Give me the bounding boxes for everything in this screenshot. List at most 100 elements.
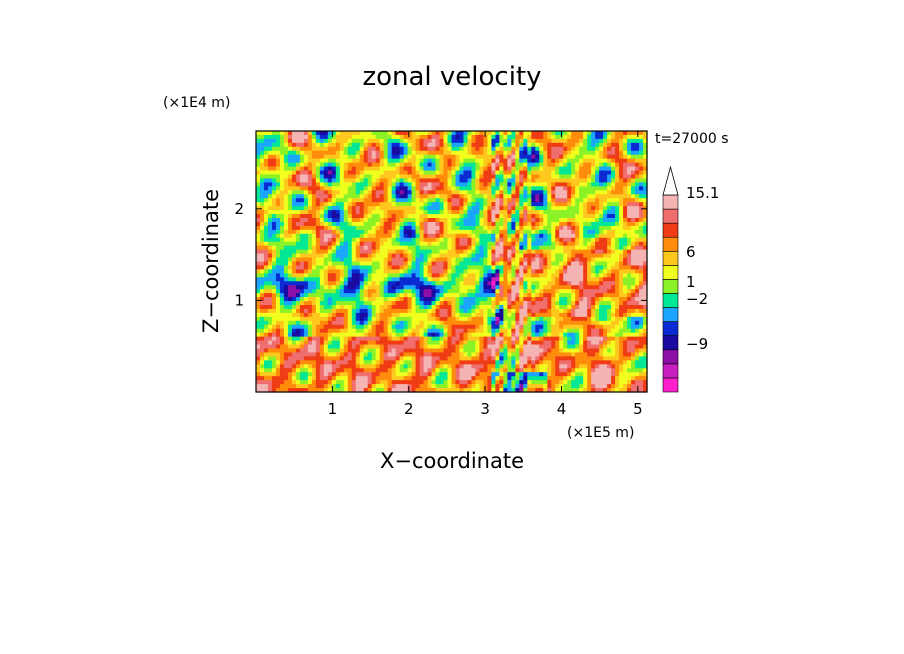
field-cell bbox=[447, 265, 453, 270]
field-cell bbox=[307, 249, 313, 255]
field-cell bbox=[435, 245, 441, 251]
field-cell bbox=[575, 320, 580, 326]
field-cell bbox=[351, 138, 357, 144]
field-cell bbox=[455, 233, 461, 239]
field-cell bbox=[463, 206, 469, 211]
field-cell bbox=[339, 316, 345, 322]
field-cell bbox=[583, 233, 588, 239]
field-cell bbox=[327, 308, 333, 314]
field-cell bbox=[627, 206, 632, 211]
field-cell bbox=[631, 170, 636, 176]
field-cell bbox=[547, 253, 552, 259]
field-cell bbox=[379, 142, 385, 148]
field-cell bbox=[571, 249, 576, 255]
field-cell bbox=[607, 265, 612, 270]
field-cell bbox=[463, 312, 469, 318]
field-cell bbox=[427, 131, 433, 136]
field-cell bbox=[587, 166, 592, 172]
field-cell bbox=[323, 328, 329, 334]
field-cell bbox=[555, 320, 560, 326]
field-cell bbox=[503, 194, 508, 199]
field-cell bbox=[375, 210, 381, 215]
field-cell bbox=[547, 289, 552, 294]
field-cell bbox=[455, 146, 461, 152]
field-cell bbox=[599, 202, 604, 207]
field-cell bbox=[303, 301, 309, 306]
field-cell bbox=[263, 281, 269, 286]
field-cell bbox=[435, 142, 441, 148]
field-cell bbox=[535, 221, 540, 227]
field-cell bbox=[327, 312, 333, 318]
field-cell bbox=[595, 261, 600, 267]
field-cell bbox=[475, 301, 481, 306]
field-cell bbox=[423, 225, 429, 231]
field-cell bbox=[551, 269, 556, 274]
field-cell bbox=[327, 297, 333, 302]
field-cell bbox=[563, 269, 568, 274]
field-cell bbox=[411, 221, 417, 227]
field-cell bbox=[459, 245, 465, 251]
field-cell bbox=[507, 233, 512, 239]
field-cell bbox=[535, 134, 540, 140]
field-cell bbox=[611, 131, 616, 136]
field-cell bbox=[575, 221, 580, 227]
field-cell bbox=[631, 305, 636, 310]
field-cell bbox=[567, 134, 572, 140]
field-cell bbox=[355, 273, 361, 278]
field-cell bbox=[387, 297, 393, 302]
field-cell bbox=[475, 269, 481, 274]
field-cell bbox=[615, 328, 620, 334]
field-cell bbox=[511, 265, 516, 270]
field-cell bbox=[567, 241, 572, 247]
field-cell bbox=[459, 305, 465, 310]
field-cell bbox=[587, 198, 592, 203]
field-cell bbox=[591, 316, 596, 322]
field-cell bbox=[299, 162, 305, 168]
field-cell bbox=[455, 170, 461, 176]
field-cell bbox=[623, 214, 628, 219]
field-cell bbox=[327, 131, 333, 136]
field-cell bbox=[367, 285, 373, 290]
field-cell bbox=[419, 320, 425, 326]
field-cell bbox=[331, 190, 337, 195]
field-cell bbox=[275, 218, 281, 223]
field-cell bbox=[395, 221, 401, 227]
field-cell bbox=[311, 190, 317, 195]
field-cell bbox=[439, 269, 445, 274]
field-cell bbox=[463, 320, 469, 326]
field-cell bbox=[487, 178, 492, 183]
field-cell bbox=[427, 134, 433, 140]
field-cell bbox=[435, 305, 441, 310]
field-cell bbox=[519, 138, 524, 144]
field-cell bbox=[479, 194, 485, 199]
field-cell bbox=[307, 261, 313, 267]
field-cell bbox=[383, 202, 389, 207]
field-cell bbox=[423, 210, 429, 215]
field-cell bbox=[291, 233, 297, 239]
field-cell bbox=[563, 178, 568, 183]
field-cell bbox=[491, 265, 496, 270]
field-cell bbox=[523, 253, 528, 259]
field-cell bbox=[347, 194, 353, 199]
field-cell bbox=[471, 190, 477, 195]
field-cell bbox=[479, 273, 485, 278]
field-cell bbox=[351, 285, 357, 290]
field-cell bbox=[355, 221, 361, 227]
field-cell bbox=[599, 178, 604, 183]
field-cell bbox=[267, 320, 273, 326]
field-cell bbox=[295, 269, 301, 274]
field-cell bbox=[379, 174, 385, 180]
field-cell bbox=[531, 261, 536, 267]
field-cell bbox=[327, 253, 333, 259]
field-cell bbox=[431, 285, 437, 290]
field-cell bbox=[527, 229, 532, 235]
field-cell bbox=[583, 249, 588, 255]
field-cell bbox=[435, 134, 441, 140]
field-cell bbox=[579, 308, 584, 314]
field-cell bbox=[427, 150, 433, 156]
field-cell bbox=[315, 146, 321, 152]
field-cell bbox=[423, 134, 429, 140]
field-cell bbox=[395, 289, 401, 294]
field-cell bbox=[311, 324, 317, 330]
field-cell bbox=[279, 131, 285, 136]
